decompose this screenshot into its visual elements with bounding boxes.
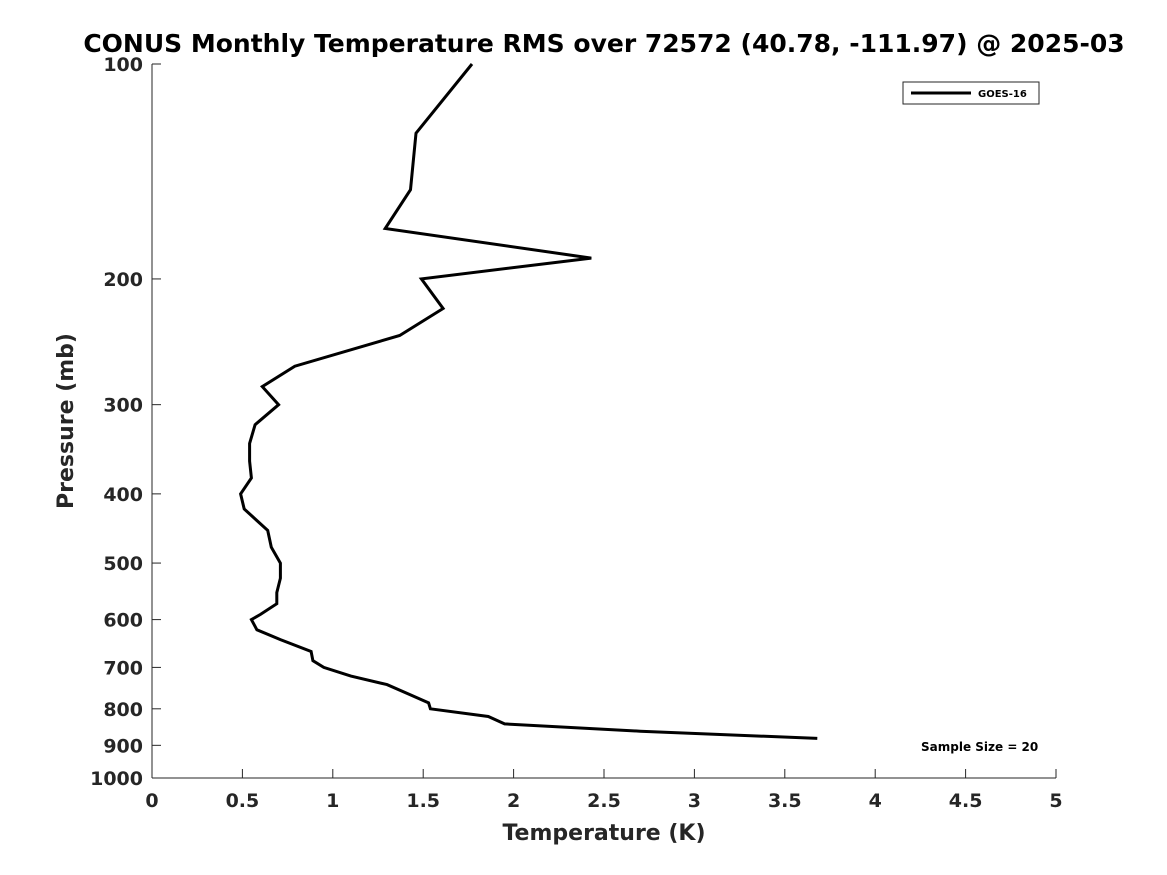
y-tick-label: 200 [103,269,143,291]
y-tick-label: 500 [103,553,143,575]
series-layer [238,63,818,740]
x-tick-label: 3.5 [768,790,802,812]
x-tick-label: 5 [1049,790,1062,812]
x-tick-label: 3 [688,790,701,812]
y-axis-ticks: 100 200 300 400 500 600 700 800 900 1000 [90,54,161,790]
x-tick-label: 1.5 [406,790,440,812]
x-tick-label: 2.5 [587,790,621,812]
x-axis-ticks: 0 0.5 1 1.5 2 2.5 3 3.5 4 4.5 5 [145,769,1063,812]
legend: GOES-16 [902,81,1040,105]
y-tick-label: 300 [103,395,143,417]
y-tick-label: 800 [103,699,143,721]
x-tick-label: 0.5 [226,790,260,812]
y-tick-label: 900 [103,735,143,757]
x-axis-label: Temperature (K) [502,821,705,846]
x-tick-label: 1 [326,790,339,812]
y-axis-label: Pressure (mb) [54,333,79,509]
sample-size-annotation: Sample Size = 20 [921,740,1038,754]
x-tick-label: 0 [145,790,158,812]
x-tick-label: 2 [507,790,520,812]
series-line-goes-16 [238,63,818,740]
y-tick-label: 100 [103,54,143,76]
y-tick-label: 600 [103,610,143,632]
y-tick-label: 700 [103,657,143,679]
y-tick-label: 400 [103,484,143,506]
plot-frame [151,64,1056,779]
y-tick-label: 1000 [90,768,143,790]
legend-entry-goes-16: GOES-16 [978,89,1027,100]
x-tick-label: 4.5 [949,790,983,812]
x-tick-label: 4 [869,790,882,812]
chart-title: CONUS Monthly Temperature RMS over 72572… [83,29,1124,58]
